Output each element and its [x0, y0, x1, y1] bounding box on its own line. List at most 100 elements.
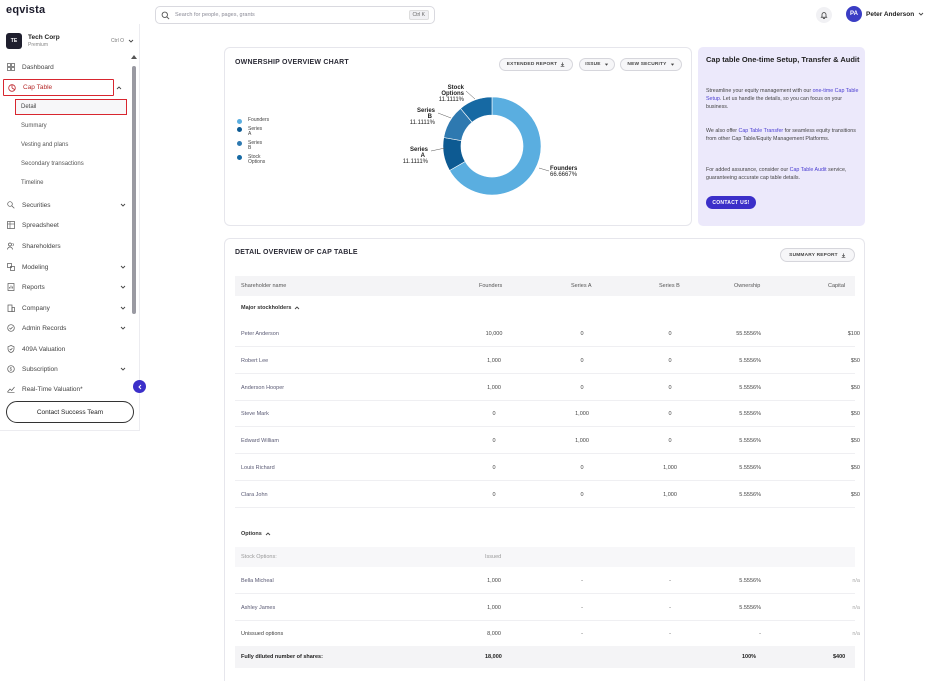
new-security-dropdown[interactable]: NEW SECURITY — [620, 58, 682, 71]
series-a-value: 1,000 — [575, 411, 589, 418]
summary-report-label: SUMMARY REPORT — [789, 252, 838, 258]
app-logo[interactable]: eqvista — [6, 4, 46, 16]
chart-legend: Founders Series A Series B Stock Options — [237, 117, 269, 169]
table-row[interactable]: Robert Lee 1,000 0 0 5.5556% $50 — [235, 348, 860, 374]
user-menu[interactable]: PA Peter Anderson — [846, 6, 924, 22]
sidebar-item-reports[interactable]: Reports — [6, 280, 126, 294]
shareholder-name[interactable]: Robert Lee — [241, 357, 269, 364]
chevron-down-icon — [120, 285, 126, 289]
issue-dropdown[interactable]: ISSUE — [579, 58, 615, 71]
shareholder-name[interactable]: Ashley James — [241, 604, 276, 611]
donut-slice-stock-options[interactable] — [460, 96, 493, 123]
legend-item[interactable]: Founders — [237, 117, 269, 124]
company-switcher[interactable]: TE Tech Corp Premium Ctrl O — [6, 32, 134, 50]
sidebar-divider — [0, 430, 140, 431]
search-placeholder[interactable]: Search for people, pages, grants — [175, 12, 255, 18]
cap-table-audit-link[interactable]: Cap Table Audit — [789, 167, 827, 173]
series-a-value: 0 — [580, 465, 584, 471]
total-label: Fully diluted number of shares: — [241, 654, 323, 660]
options-toggle[interactable]: Options — [241, 531, 271, 537]
table-row[interactable]: Ashley James 1,000 - - 5.5556% n/a — [235, 595, 860, 621]
ownership-value: 5.5556% — [739, 604, 761, 611]
sidebar-item-admin-records[interactable]: Admin Records — [6, 321, 126, 335]
sidebar-item-label: Dashboard — [22, 63, 54, 71]
table-row[interactable]: Unissued options 8,000 - - - n/a — [235, 621, 860, 647]
sidebar-item-securities[interactable]: Securities — [6, 198, 126, 212]
scroll-up-arrow[interactable] — [131, 55, 137, 59]
sidebar-item-dashboard[interactable]: Dashboard — [6, 60, 126, 74]
series-a-value: - — [581, 578, 583, 584]
sidebar-item-cap-table[interactable]: Cap Table — [3, 79, 114, 96]
sidebar-subitem-vesting[interactable]: Vesting and plans — [21, 142, 69, 148]
contact-success-team-button[interactable]: Contact Success Team — [6, 401, 134, 423]
capital-value: n/a — [852, 604, 860, 611]
shareholder-name[interactable]: Peter Anderson — [241, 331, 279, 337]
shareholder-name[interactable]: Edward William — [241, 438, 279, 445]
chevron-up-icon[interactable] — [116, 85, 122, 91]
sidebar-item-spreadsheet[interactable]: Spreadsheet — [6, 218, 126, 232]
legend-swatch — [237, 118, 242, 124]
table-row[interactable]: Bella Micheal 1,000 - - 5.5556% n/a — [235, 568, 860, 594]
table-row[interactable]: Peter Anderson 10,000 0 0 55.5556% $100 — [235, 321, 860, 347]
summary-report-button[interactable]: SUMMARY REPORT — [780, 248, 855, 262]
search-bar[interactable]: Search for people, pages, grants Ctrl K — [155, 6, 435, 24]
donut-slice-founders[interactable] — [449, 96, 542, 196]
sidebar-item-409a[interactable]: 409A Valuation — [6, 342, 126, 356]
table-row[interactable]: Edward William 0 1,000 0 5.5556% $50 — [235, 428, 860, 455]
legend-label: Series A — [248, 125, 263, 137]
sidebar-subitem-summary[interactable]: Summary — [21, 123, 47, 129]
column-header-capital: Capital — [828, 283, 846, 289]
shareholder-name[interactable]: Unissued options — [241, 631, 284, 637]
cap-table-transfer-link[interactable]: Cap Table Transfer — [738, 128, 784, 134]
sidebar-item-label: Spreadsheet — [22, 221, 59, 229]
sidebar-scrollbar[interactable] — [132, 66, 136, 314]
sidebar-item-company[interactable]: Company — [6, 301, 126, 315]
shareholder-name[interactable]: Louis Richard — [241, 465, 275, 471]
cap-table-setup-link[interactable]: one-time Cap Table Setup — [706, 88, 859, 102]
legend-label: Stock Options — [248, 153, 266, 165]
notifications-button[interactable] — [816, 7, 832, 23]
ownership-value: 5.5556% — [739, 465, 761, 471]
series-b-value: 0 — [668, 331, 672, 337]
sidebar-item-modeling[interactable]: Modeling — [6, 260, 126, 274]
major-stockholders-toggle[interactable]: Major stockholders — [241, 305, 300, 311]
donut-label: Series B 11.1111% — [410, 108, 436, 126]
shareholder-name[interactable]: Clara John — [241, 491, 268, 498]
user-name[interactable]: Peter Anderson — [866, 10, 915, 18]
detail-title: DETAIL OVERVIEW OF CAP TABLE — [235, 249, 358, 256]
founders-value: 1,000 — [487, 384, 501, 391]
label-leader-line — [538, 167, 550, 172]
cap-table-detail-card: DETAIL OVERVIEW OF CAP TABLE SUMMARY REP… — [224, 238, 865, 681]
total-ownership: 100% — [742, 654, 757, 660]
table-row[interactable]: Steve Mark 0 1,000 0 5.5556% $50 — [235, 401, 860, 428]
capital-value: $50 — [850, 411, 860, 418]
sidebar-item-subscription[interactable]: $ Subscription — [6, 362, 126, 376]
sidebar-subitem-timeline[interactable]: Timeline — [21, 180, 44, 186]
avatar[interactable]: PA — [846, 6, 862, 22]
download-icon — [841, 252, 846, 258]
shareholder-name[interactable]: Anderson Hooper — [241, 384, 285, 391]
shareholder-name[interactable]: Bella Micheal — [241, 578, 274, 584]
extended-report-button[interactable]: EXTENDED REPORT — [499, 58, 573, 71]
collapse-sidebar-button[interactable] — [133, 380, 146, 393]
sidebar-subitem-secondary[interactable]: Secondary transactions — [21, 161, 84, 167]
pie-chart-icon — [8, 83, 16, 92]
table-row[interactable]: Louis Richard 0 0 1,000 5.5556% $50 — [235, 455, 860, 481]
chevron-up-icon — [265, 532, 271, 536]
legend-item[interactable]: Series A — [237, 125, 268, 138]
legend-item[interactable]: Series B — [237, 140, 268, 152]
sidebar-item-realtime-valuation[interactable]: Real-Time Valuation* — [6, 382, 126, 396]
sidebar-item-label: Subscription — [22, 365, 58, 373]
donut-label: Stock Options 11.1111% — [439, 85, 465, 103]
contact-us-button[interactable]: CONTACT US! — [706, 196, 756, 209]
label-leader-line — [437, 112, 452, 119]
table-row[interactable]: Anderson Hooper 1,000 0 0 5.5556% $50 — [235, 375, 860, 401]
sidebar-item-shareholders[interactable]: Shareholders — [6, 239, 126, 253]
legend-item[interactable]: Stock Options — [237, 153, 268, 166]
shareholder-name[interactable]: Steve Mark — [241, 411, 269, 418]
sidebar-subitem-detail[interactable]: Detail — [15, 99, 127, 115]
promo-text: for seamless equity transitions from oth… — [706, 128, 856, 142]
promo-title: Cap table One-time Setup, Transfer & Aud… — [706, 55, 860, 64]
sidebar-item-label: 409A Valuation — [22, 345, 66, 353]
table-row[interactable]: Clara John 0 0 1,000 5.5556% $50 — [235, 482, 860, 508]
